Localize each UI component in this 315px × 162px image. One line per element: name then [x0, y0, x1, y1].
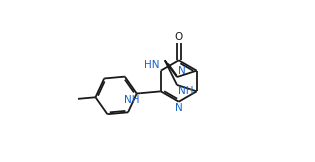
Text: N: N — [178, 66, 186, 76]
Text: HN: HN — [144, 60, 160, 70]
Text: N: N — [175, 103, 183, 113]
Text: NH: NH — [124, 95, 139, 105]
Text: NH: NH — [178, 86, 193, 96]
Text: O: O — [175, 32, 183, 42]
